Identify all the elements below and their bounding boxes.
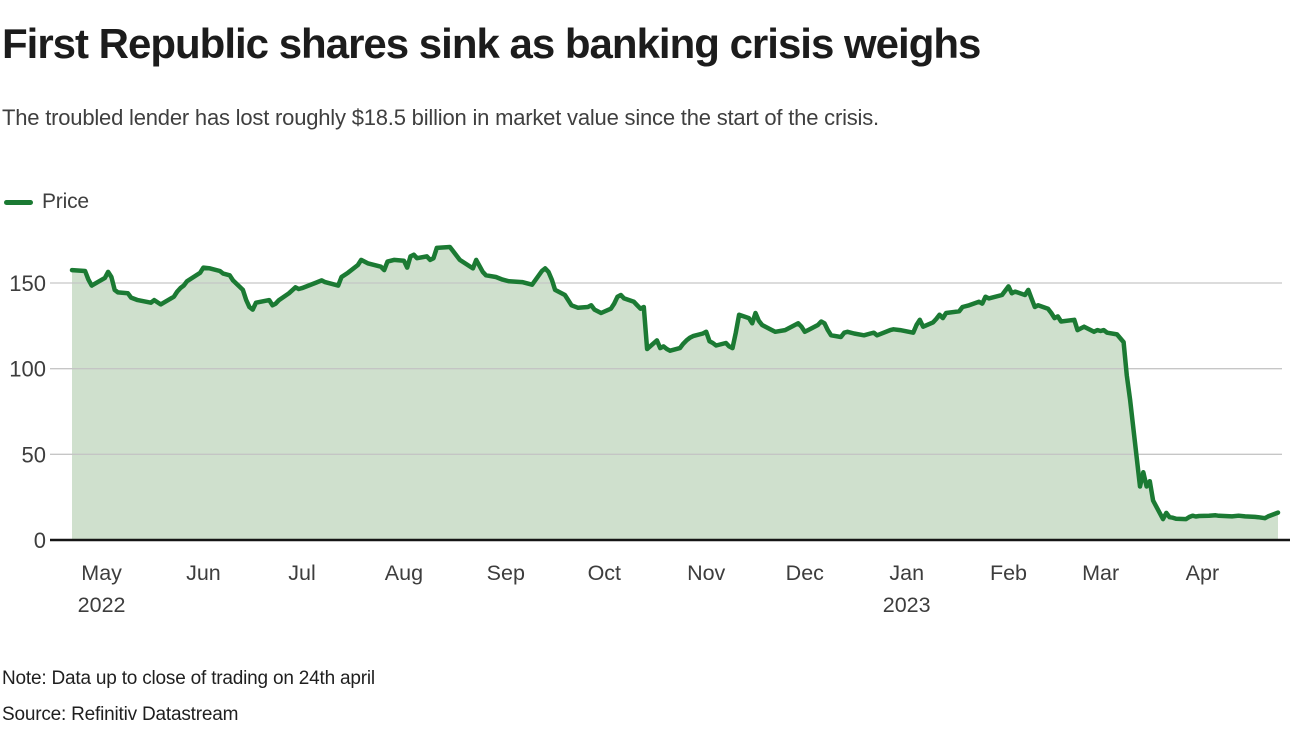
legend-line-swatch-icon [4, 199, 33, 205]
x-tick-label-jan: Jan [889, 561, 924, 585]
legend: Price [4, 190, 89, 214]
page-subtitle: The troubled lender has lost roughly $18… [2, 105, 879, 130]
x-tick-label-jul: Jul [288, 561, 315, 585]
x-tick-label-dec: Dec [786, 561, 824, 585]
price-line [69, 244, 1281, 522]
x-tick-label-sep: Sep [487, 561, 525, 585]
y-tick-label-100: 100 [9, 357, 46, 382]
chart-note: Note: Data up to close of trading on 24t… [2, 668, 375, 689]
price-area-fill [72, 247, 1278, 540]
x-tick-label-jun: Jun [186, 561, 221, 585]
x-tick-label-oct: Oct [588, 561, 621, 585]
chart-source: Source: Refinitiv Datastream [2, 704, 239, 725]
legend-label: Price [42, 190, 89, 213]
price-area-chart: 0 50 100 150 May 2022 Jun Jul Aug Sep Oct Nov Dec Jan… [9, 244, 1290, 617]
x-tick-label-apr: Apr [1186, 561, 1219, 585]
page-title: First Republic shares sink as banking cr… [2, 20, 981, 67]
x-tick-year-2022: 2022 [78, 593, 126, 617]
x-tick-label-feb: Feb [990, 561, 1027, 585]
x-tick-label-mar: Mar [1082, 561, 1119, 585]
x-tick-label-nov: Nov [687, 561, 725, 585]
y-tick-label-50: 50 [22, 442, 46, 467]
x-tick-label-aug: Aug [385, 561, 423, 585]
y-tick-label-0: 0 [34, 528, 46, 553]
x-tick-year-2023: 2023 [883, 593, 931, 617]
y-tick-label-150: 150 [9, 271, 46, 296]
x-tick-label-may: May [81, 561, 122, 585]
